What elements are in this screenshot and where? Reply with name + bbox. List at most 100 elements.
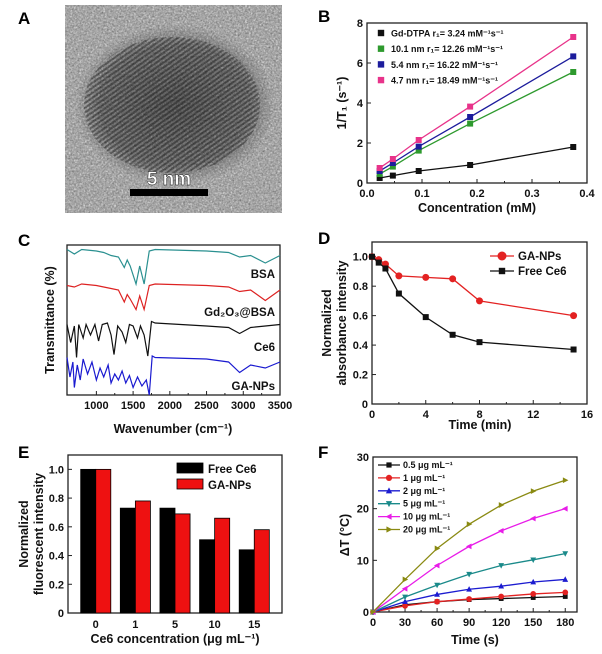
data-point <box>389 156 396 162</box>
panel-label: C <box>18 231 30 250</box>
data-point <box>465 543 472 550</box>
legend-marker <box>385 487 393 494</box>
data-point <box>389 163 396 170</box>
data-point <box>497 527 504 534</box>
x-tick-label: 0.4 <box>579 188 595 200</box>
x-tick-label: 4 <box>423 409 430 421</box>
y-axis-label: ΔT (°C) <box>338 514 352 556</box>
x-tick-label: 3500 <box>268 400 292 412</box>
data-point <box>466 586 473 592</box>
y-tick-label: 1.0 <box>353 252 368 264</box>
bar <box>199 539 216 614</box>
y-axis-label: 1/T₁ (s⁻¹) <box>335 77 349 130</box>
x-tick-label: 1500 <box>121 400 145 412</box>
data-point <box>422 273 430 281</box>
y-tick-label: 10 <box>357 555 369 567</box>
panel-a-tem-image: 5 nm <box>65 5 282 213</box>
data-point <box>466 596 473 602</box>
data-point <box>530 595 536 600</box>
data-point <box>369 253 375 260</box>
data-point <box>530 515 536 522</box>
chart-f <box>369 456 578 616</box>
bar <box>80 468 97 614</box>
legend-label: 20 μg mL⁻¹ <box>403 525 450 535</box>
y-tick-label: 0.8 <box>353 281 368 293</box>
x-tick-label: 120 <box>492 617 510 629</box>
legend-label: Free Ce6 <box>208 464 257 476</box>
y-tick-label: 0 <box>58 608 64 620</box>
data-point <box>434 591 440 597</box>
data-point <box>570 346 577 353</box>
data-point <box>498 502 505 508</box>
y-tick-label: 0 <box>363 607 369 619</box>
chart-b <box>366 22 588 184</box>
series-label: BSA <box>251 269 275 281</box>
data-point <box>476 297 483 305</box>
data-point <box>562 589 569 596</box>
y-tick-label: 0 <box>357 178 363 190</box>
series-line <box>66 355 281 396</box>
data-point <box>382 265 389 272</box>
series-line <box>379 146 574 179</box>
y-tick-label: 0.4 <box>49 551 65 563</box>
y-tick-label: 0 <box>362 399 368 411</box>
y-axis-label: Normalized <box>320 289 334 356</box>
legend-label: 5.4 nm r₁= 16.22 mM⁻¹s⁻¹ <box>391 60 498 70</box>
legend-marker <box>386 462 392 468</box>
x-axis-label: Wavenumber (cm⁻¹) <box>114 422 233 436</box>
panel-label: A <box>18 9 30 28</box>
data-point <box>530 578 537 585</box>
y-tick-label: 0.2 <box>49 579 64 591</box>
x-tick-label: 150 <box>524 617 542 629</box>
panel-label: B <box>318 7 330 26</box>
x-tick-label: 15 <box>248 619 260 631</box>
data-point <box>401 585 408 592</box>
data-point <box>415 143 422 150</box>
data-point <box>376 165 383 171</box>
legend-label: GA-NPs <box>518 251 561 263</box>
data-point <box>415 147 422 154</box>
data-point <box>389 160 396 166</box>
y-tick-label: 0.4 <box>353 340 369 352</box>
y-tick-label: 8 <box>357 18 363 30</box>
legend-marker <box>385 513 392 520</box>
bar <box>159 507 176 614</box>
legend-marker <box>377 29 385 37</box>
x-tick-label: 0.1 <box>414 188 429 200</box>
x-tick-label: 1000 <box>84 400 108 412</box>
x-tick-label: 0 <box>370 617 376 629</box>
y-axis-label: absorbance intensity <box>335 260 349 385</box>
data-point <box>467 114 474 120</box>
data-point <box>376 175 383 181</box>
legend-marker <box>377 45 385 52</box>
data-point <box>467 162 474 168</box>
legend-label: 0.5 μg mL⁻¹ <box>403 460 453 470</box>
data-point <box>498 593 505 600</box>
y-tick-label: 20 <box>357 504 369 516</box>
scale-bar <box>130 189 208 196</box>
y-tick-label: 0.2 <box>353 370 368 382</box>
series-line <box>379 36 574 169</box>
data-point <box>422 314 429 321</box>
x-tick-label: 180 <box>556 617 574 629</box>
x-tick-label: 0 <box>93 619 99 631</box>
chart-e <box>67 454 283 614</box>
series-line <box>372 578 566 613</box>
x-tick-label: 10 <box>209 619 221 631</box>
series-line <box>66 320 281 358</box>
data-point <box>402 598 408 605</box>
series-line <box>379 71 574 175</box>
legend-label: 2 μg mL⁻¹ <box>403 486 445 496</box>
data-point <box>402 602 408 609</box>
data-point <box>449 331 456 338</box>
data-point <box>562 477 569 484</box>
series-line <box>66 283 281 312</box>
data-point <box>402 594 408 601</box>
legend-marker <box>498 267 506 275</box>
legend-marker <box>377 76 385 84</box>
data-point <box>570 34 577 40</box>
x-axis-label: Time (s) <box>451 633 499 647</box>
y-tick-label: 30 <box>357 452 369 464</box>
y-tick-label: 2 <box>357 138 363 150</box>
data-point <box>370 609 377 615</box>
